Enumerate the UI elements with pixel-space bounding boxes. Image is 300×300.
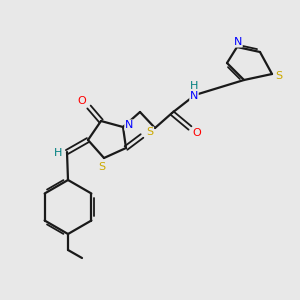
Text: S: S [275,71,283,81]
Text: N: N [234,37,242,47]
Text: S: S [146,127,154,137]
Text: O: O [78,96,86,106]
Text: S: S [98,162,106,172]
Text: N: N [190,91,198,101]
Text: H: H [54,148,62,158]
Text: N: N [125,120,133,130]
Text: O: O [193,128,201,138]
Text: H: H [190,81,198,91]
